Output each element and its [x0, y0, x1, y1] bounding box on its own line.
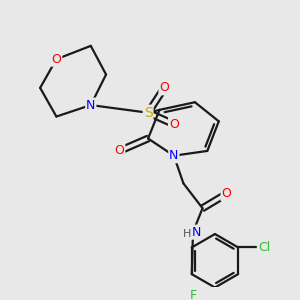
Text: O: O: [221, 188, 231, 200]
Text: Cl: Cl: [258, 241, 270, 254]
Text: N: N: [169, 149, 178, 162]
Text: O: O: [169, 118, 179, 131]
Text: N: N: [192, 226, 202, 238]
Text: O: O: [115, 144, 124, 158]
Text: F: F: [189, 289, 197, 300]
Text: O: O: [159, 81, 169, 94]
Text: N: N: [86, 99, 95, 112]
Text: S: S: [144, 106, 152, 120]
Text: H: H: [183, 229, 191, 239]
Text: O: O: [51, 53, 61, 66]
